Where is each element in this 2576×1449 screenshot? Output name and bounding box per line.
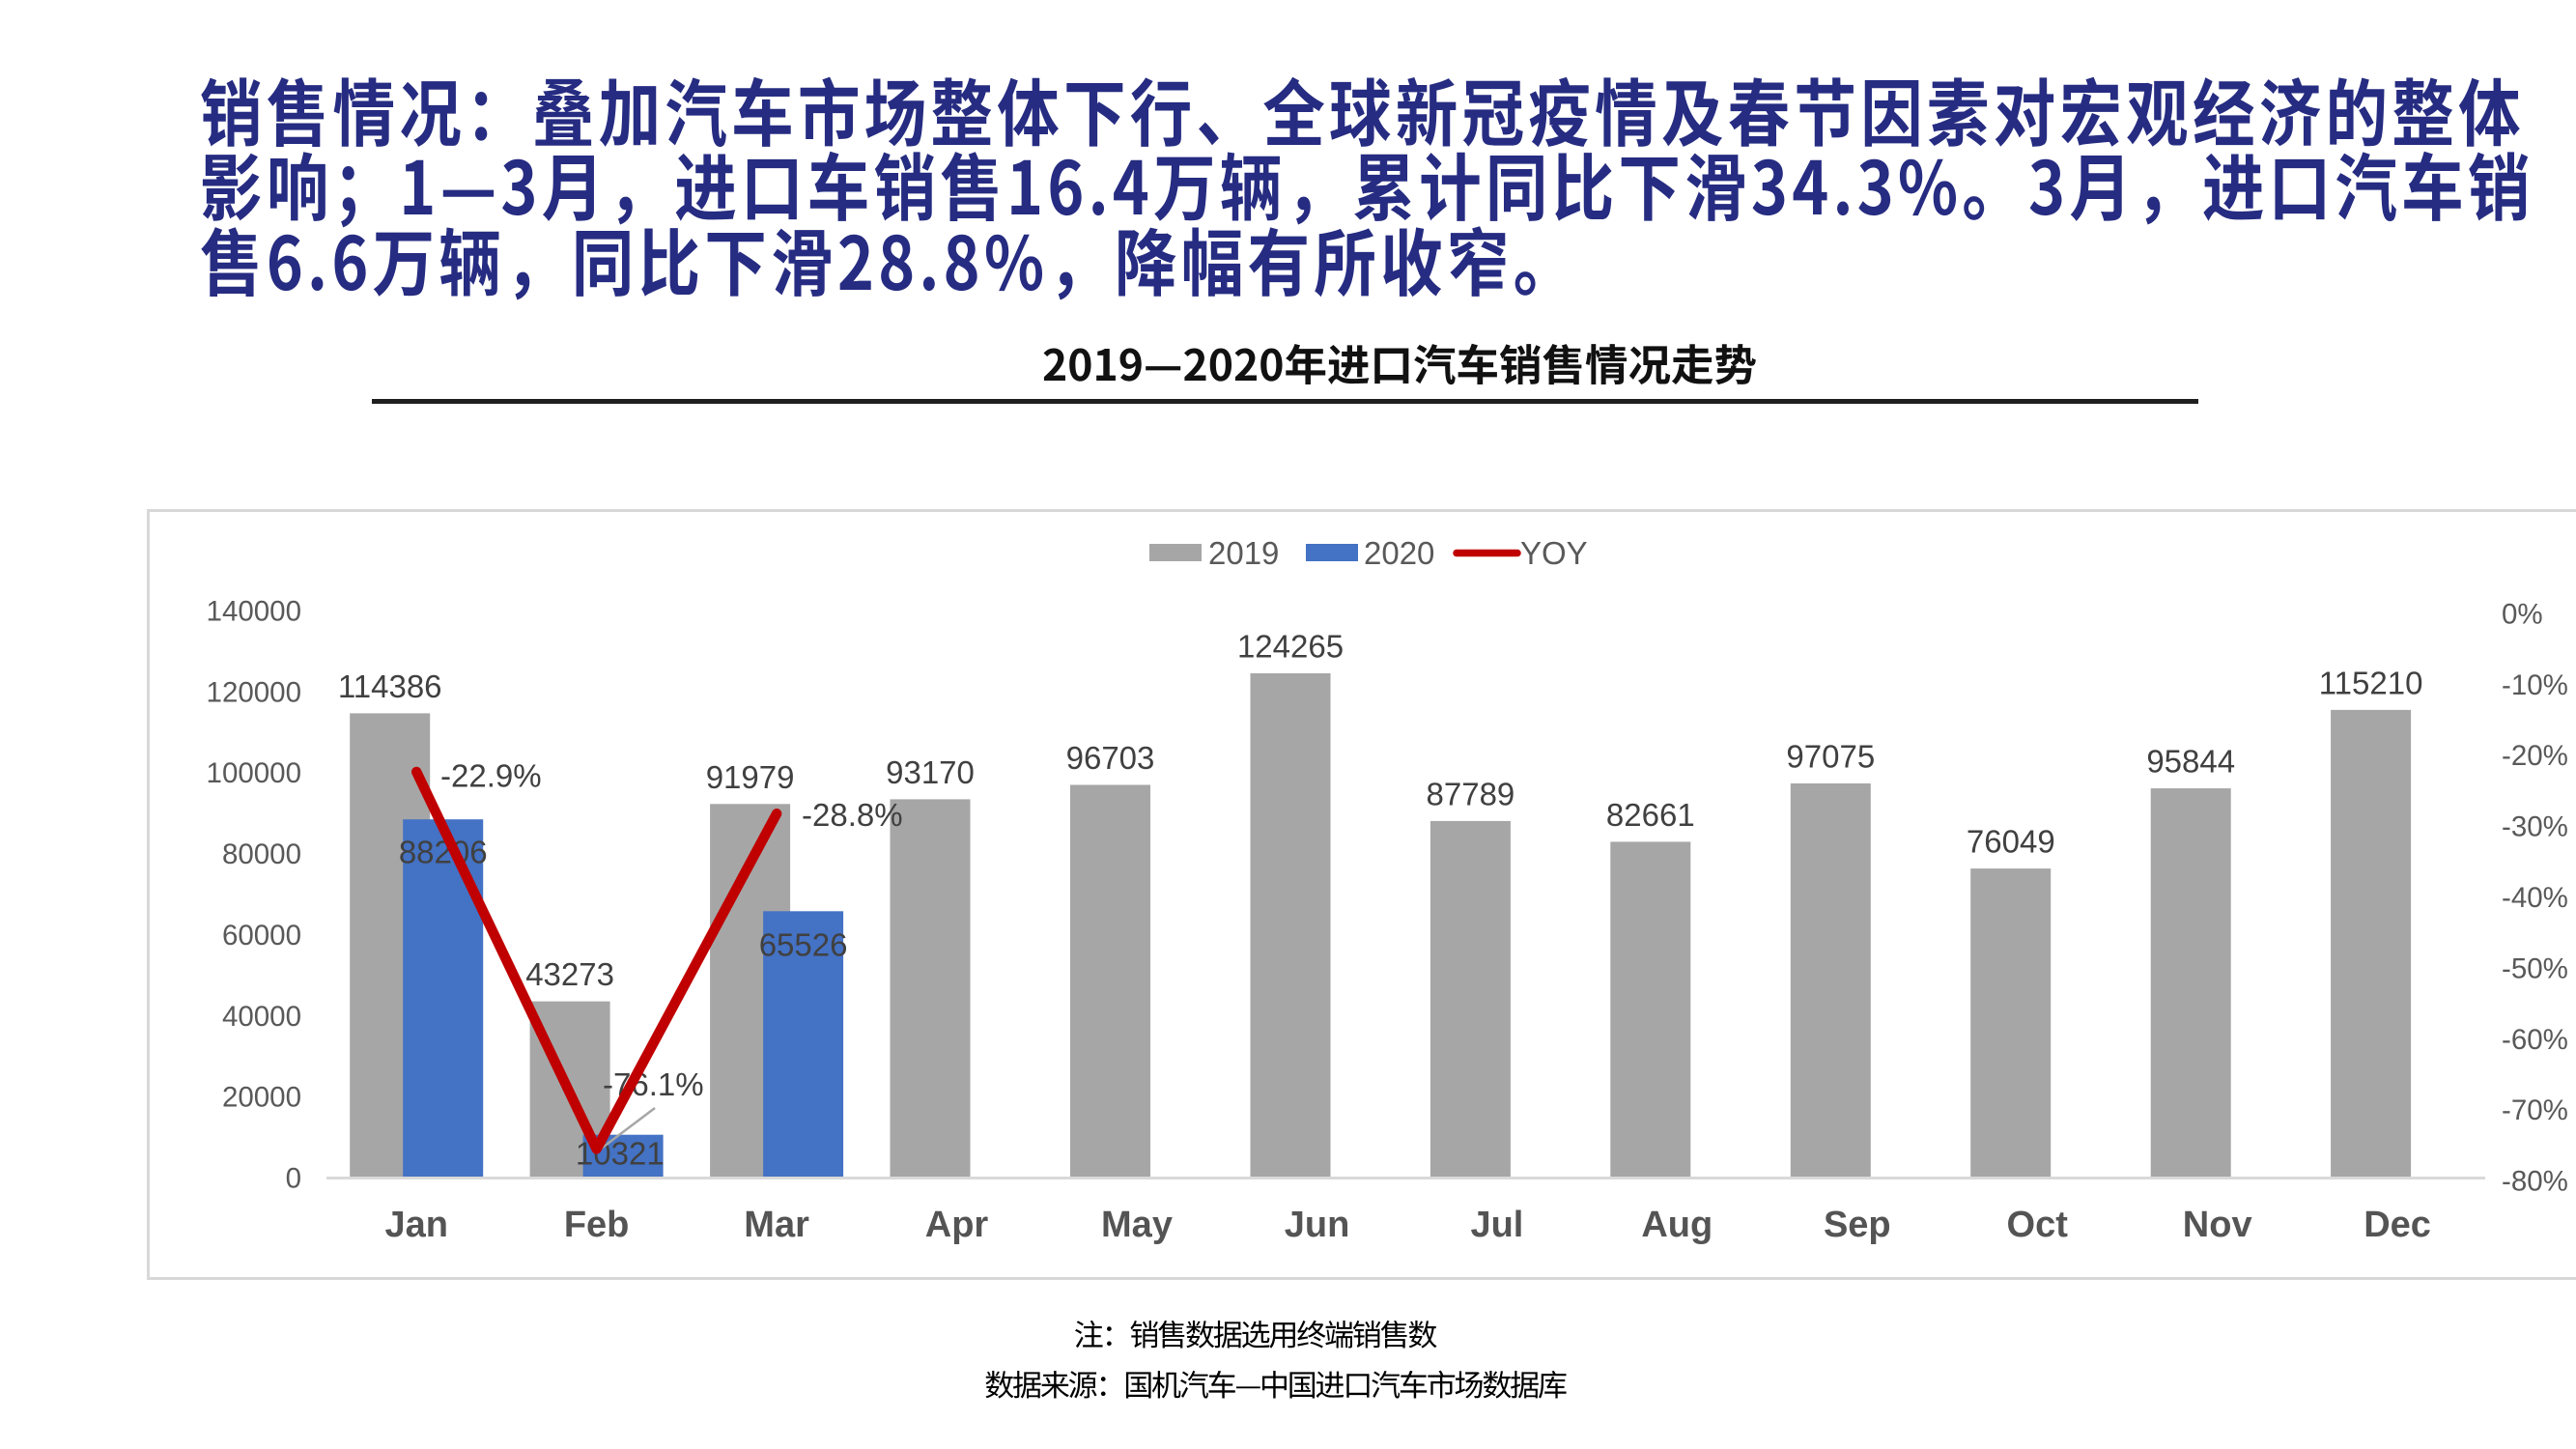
svg-text:82661: 82661 xyxy=(1606,797,1695,833)
svg-text:Feb: Feb xyxy=(564,1205,630,1245)
svg-text:2020: 2020 xyxy=(1364,535,1434,571)
svg-text:Jun: Jun xyxy=(1285,1205,1350,1245)
svg-text:76049: 76049 xyxy=(1967,824,2055,860)
svg-text:-22.9%: -22.9% xyxy=(440,758,542,794)
svg-text:-10%: -10% xyxy=(2502,669,2568,701)
svg-text:80000: 80000 xyxy=(222,838,301,870)
svg-text:Sep: Sep xyxy=(1824,1205,1891,1245)
svg-text:97075: 97075 xyxy=(1786,739,1875,775)
svg-text:Dec: Dec xyxy=(2364,1205,2431,1245)
svg-text:65526: 65526 xyxy=(759,926,848,962)
svg-text:20000: 20000 xyxy=(222,1082,301,1114)
svg-text:140000: 140000 xyxy=(207,596,301,628)
svg-text:93170: 93170 xyxy=(886,754,975,790)
svg-text:-60%: -60% xyxy=(2502,1024,2568,1056)
svg-text:Apr: Apr xyxy=(925,1205,989,1245)
svg-text:Nov: Nov xyxy=(2183,1205,2252,1245)
svg-text:87789: 87789 xyxy=(1427,776,1515,811)
svg-text:-30%: -30% xyxy=(2502,811,2568,843)
svg-text:60000: 60000 xyxy=(222,920,301,952)
svg-text:0: 0 xyxy=(286,1163,301,1195)
svg-text:Mar: Mar xyxy=(744,1205,809,1245)
svg-text:Oct: Oct xyxy=(2007,1205,2069,1245)
svg-text:-80%: -80% xyxy=(2502,1166,2568,1198)
svg-text:100000: 100000 xyxy=(207,757,301,789)
svg-text:0%: 0% xyxy=(2502,599,2543,631)
svg-text:Jan: Jan xyxy=(384,1205,447,1245)
svg-text:91979: 91979 xyxy=(706,759,795,795)
svg-text:96703: 96703 xyxy=(1066,740,1155,776)
svg-text:Aug: Aug xyxy=(1641,1205,1713,1245)
svg-text:120000: 120000 xyxy=(207,676,301,708)
svg-text:115210: 115210 xyxy=(2319,665,2423,700)
svg-text:-28.8%: -28.8% xyxy=(802,797,903,833)
svg-text:95844: 95844 xyxy=(2146,744,2235,780)
svg-text:114386: 114386 xyxy=(338,668,442,704)
svg-text:-40%: -40% xyxy=(2502,882,2568,914)
svg-text:88206: 88206 xyxy=(399,835,488,870)
svg-text:2019: 2019 xyxy=(1208,535,1279,571)
svg-text:124265: 124265 xyxy=(1237,629,1344,665)
svg-text:43273: 43273 xyxy=(525,956,614,992)
svg-text:-76.1%: -76.1% xyxy=(603,1066,704,1102)
svg-text:-50%: -50% xyxy=(2502,952,2568,984)
svg-text:-20%: -20% xyxy=(2502,740,2568,772)
svg-text:40000: 40000 xyxy=(222,1001,301,1033)
svg-text:-70%: -70% xyxy=(2502,1094,2568,1126)
svg-text:May: May xyxy=(1101,1205,1173,1245)
svg-text:YOY: YOY xyxy=(1520,535,1588,571)
svg-text:Jul: Jul xyxy=(1470,1205,1523,1245)
